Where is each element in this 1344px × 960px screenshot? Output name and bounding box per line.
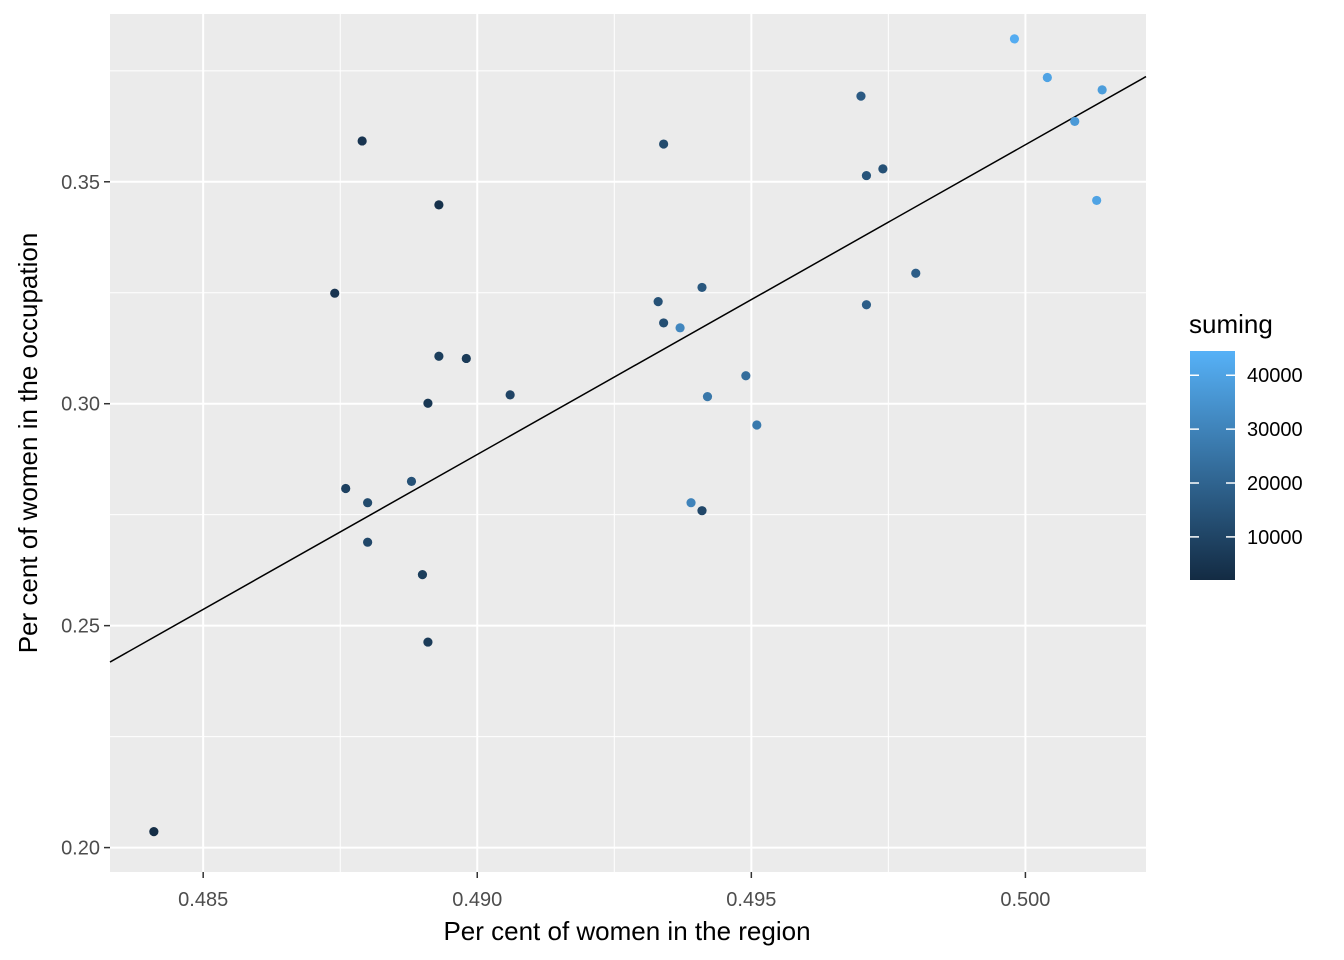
colorbar-label: 40000 <box>1247 365 1303 387</box>
y-axis-title: Per cent of women in the occupation <box>13 233 43 654</box>
x-axis-title: Per cent of women in the region <box>443 916 810 946</box>
data-point <box>697 282 707 293</box>
fit-line-layer <box>109 75 1147 663</box>
data-point <box>423 398 433 408</box>
data-point <box>878 164 888 174</box>
legend-title: suming <box>1189 309 1273 339</box>
data-point <box>1097 85 1107 95</box>
data-point <box>434 200 444 210</box>
y-axis: 0.20 0.25 0.30 0.35 <box>61 172 110 860</box>
data-point <box>423 637 433 647</box>
data-point <box>357 136 367 146</box>
y-tick-label: 0.20 <box>61 838 100 860</box>
data-point <box>1009 34 1020 44</box>
data-point <box>659 318 669 328</box>
points-layer <box>149 34 1107 837</box>
x-tick-label: 0.485 <box>178 889 228 911</box>
data-point <box>653 297 663 307</box>
colorbar-label: 20000 <box>1247 473 1303 495</box>
colorbar <box>1190 351 1235 580</box>
data-point <box>406 476 417 486</box>
regression-line <box>109 75 1147 663</box>
y-tick-label: 0.30 <box>61 394 100 416</box>
x-tick-label: 0.500 <box>1000 889 1050 911</box>
x-axis: 0.485 0.490 0.495 0.500 <box>178 872 1050 911</box>
data-point <box>1042 72 1052 83</box>
data-point <box>697 506 707 516</box>
data-point <box>911 268 921 278</box>
colorbar-label: 30000 <box>1247 419 1303 441</box>
data-point <box>149 827 159 837</box>
data-point <box>861 300 872 310</box>
color-legend: suming 10000 20000 30000 40000 <box>1189 309 1303 580</box>
data-point <box>1070 116 1080 127</box>
data-point <box>461 353 471 364</box>
data-point <box>417 570 428 580</box>
data-point <box>752 420 762 430</box>
data-point <box>686 498 696 508</box>
data-point <box>330 288 340 298</box>
data-point <box>363 537 373 547</box>
data-point <box>741 371 751 381</box>
colorbar-label: 10000 <box>1247 527 1303 549</box>
colorbar-ticks: 10000 20000 30000 40000 <box>1190 365 1303 549</box>
x-tick-label: 0.495 <box>726 889 776 911</box>
data-point <box>856 91 866 101</box>
data-point <box>341 483 351 494</box>
data-point <box>505 390 515 400</box>
data-point <box>659 139 669 149</box>
y-tick-label: 0.35 <box>61 172 100 194</box>
grid-major <box>110 14 1146 872</box>
data-point <box>702 392 713 402</box>
data-point <box>675 323 685 333</box>
grid-minor <box>110 14 1146 872</box>
plot-panel <box>110 14 1146 872</box>
data-point <box>1092 195 1102 206</box>
data-point <box>434 351 444 361</box>
data-point <box>363 498 373 508</box>
data-point <box>861 170 872 181</box>
x-tick-label: 0.490 <box>452 889 502 911</box>
y-tick-label: 0.25 <box>61 616 100 638</box>
